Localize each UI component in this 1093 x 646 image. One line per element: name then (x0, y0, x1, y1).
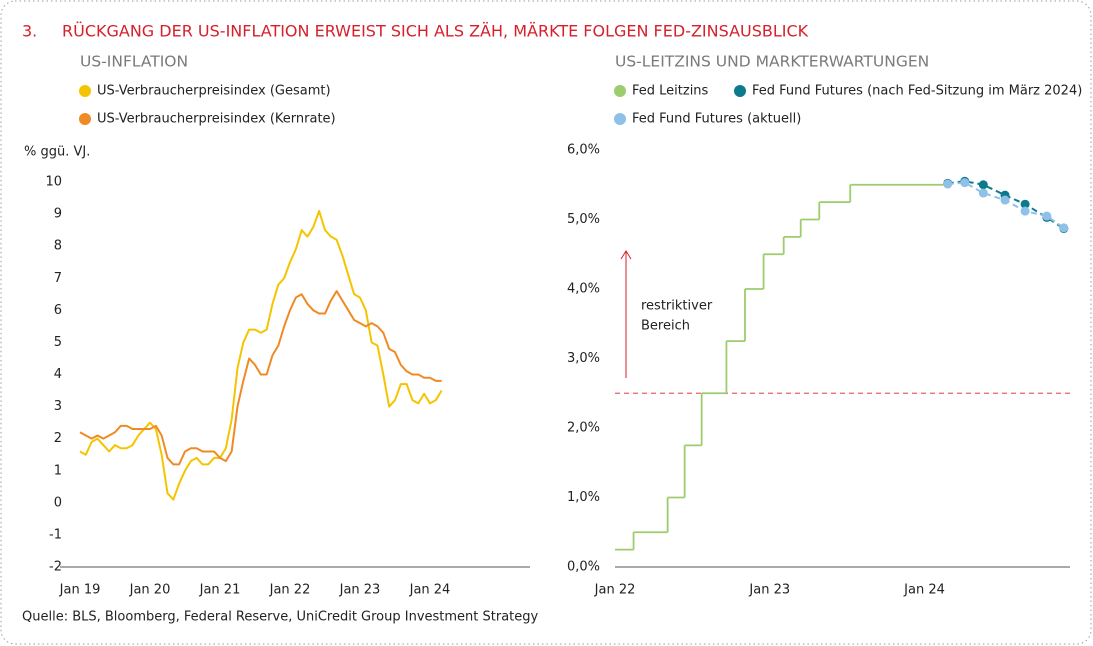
marker (1059, 223, 1069, 233)
x-tick-label: Jan 19 (59, 583, 101, 598)
y-tick-label: 5 (54, 335, 62, 350)
y-tick-label: -2 (49, 560, 62, 575)
legend-swatch (79, 113, 91, 125)
marker (960, 178, 970, 188)
marker (978, 180, 988, 190)
chart-title: US-LEITZINS UND MARKTERWARTUNGEN (615, 53, 929, 71)
y-tick-label: 1 (54, 463, 62, 478)
legend-label: Fed Leitzins (632, 84, 709, 99)
annotation: restriktiver (641, 299, 713, 314)
source: Quelle: BLS, Bloomberg, Federal Reserve,… (22, 610, 539, 625)
y-tick-label: 8 (54, 239, 62, 254)
legend-swatch (614, 113, 626, 125)
x-tick-label: Jan 23 (339, 583, 381, 598)
x-tick-label: Jan 24 (903, 583, 945, 598)
legend-label: US-Verbraucherpreisindex (Gesamt) (97, 84, 331, 99)
x-tick-label: Jan 24 (409, 583, 451, 598)
marker (1042, 211, 1052, 221)
annotation: Bereich (641, 319, 690, 334)
y-tick-label: 1,0% (567, 490, 600, 505)
figure-number: 3. (22, 22, 37, 41)
x-tick-label: Jan 20 (129, 583, 171, 598)
figure-title: RÜCKGANG DER US-INFLATION ERWEIST SICH A… (62, 22, 809, 41)
y-tick-label: 6 (54, 303, 62, 318)
x-tick-label: Jan 21 (199, 583, 241, 598)
y-tick-label: 4,0% (567, 282, 600, 297)
series-line (79, 290, 442, 466)
chart-title: US-INFLATION (80, 53, 188, 71)
y-tick-label: 0,0% (567, 560, 600, 575)
y-tick-label: 10 (45, 175, 62, 190)
marker (978, 188, 988, 198)
y-tick-label: 6,0% (567, 143, 600, 158)
series-line (79, 209, 443, 501)
x-tick-label: Jan 23 (748, 583, 790, 598)
legend-label: Fed Fund Futures (aktuell) (632, 112, 801, 127)
marker (943, 179, 953, 189)
y-axis-label: % ggü. VJ. (24, 145, 90, 160)
legend-label: US-Verbraucherpreisindex (Kernrate) (97, 112, 336, 127)
y-tick-label: 3,0% (567, 351, 600, 366)
y-tick-label: 5,0% (567, 212, 600, 227)
y-tick-label: 7 (54, 271, 62, 286)
y-tick-label: 0 (54, 495, 62, 510)
marker (1020, 199, 1030, 209)
legend-swatch (734, 85, 746, 97)
x-tick-label: Jan 22 (269, 583, 311, 598)
legend-label: Fed Fund Futures (nach Fed-Sitzung im Mä… (752, 84, 1082, 99)
legend-swatch (614, 85, 626, 97)
y-tick-label: 2 (54, 431, 62, 446)
legend-swatch (79, 85, 91, 97)
y-tick-label: 4 (54, 367, 62, 382)
y-tick-label: 2,0% (567, 421, 600, 436)
y-tick-label: 3 (54, 399, 62, 414)
y-tick-label: 9 (54, 207, 62, 222)
marker (1020, 206, 1030, 216)
x-tick-label: Jan 22 (594, 583, 636, 598)
marker (1000, 195, 1010, 205)
arrow-head (620, 250, 632, 260)
y-tick-label: -1 (49, 527, 62, 542)
